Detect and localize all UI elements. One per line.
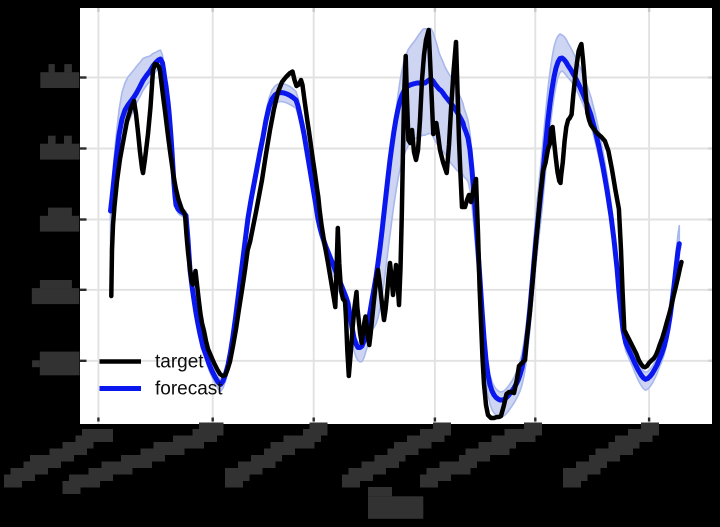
- svg-text:forecast: forecast: [155, 379, 223, 400]
- svg-text:target: target: [155, 352, 204, 373]
